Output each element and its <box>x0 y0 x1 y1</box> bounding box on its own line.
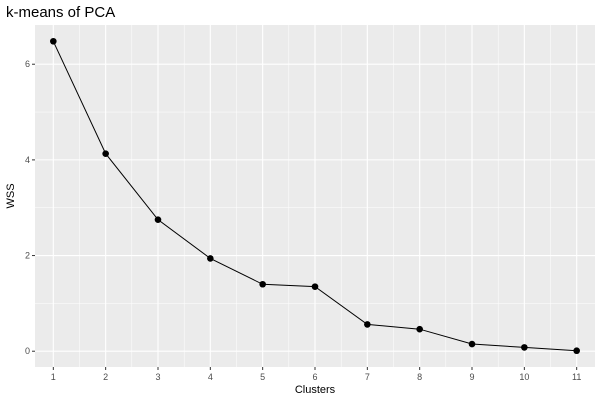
data-point <box>207 255 214 262</box>
data-point <box>468 340 476 348</box>
chart-title: k-means of PCA <box>6 4 115 21</box>
x-tick-label: 6 <box>312 372 317 382</box>
data-points <box>50 37 580 355</box>
x-axis-title: Clusters <box>295 384 336 396</box>
x-tick-label: 5 <box>260 372 265 382</box>
x-tick-label: 10 <box>519 372 529 382</box>
data-point <box>154 216 162 223</box>
data-point <box>102 150 109 157</box>
major-gridlines <box>35 25 595 367</box>
data-point <box>416 325 423 333</box>
data-point <box>259 280 266 288</box>
x-tick-label: 2 <box>103 372 108 382</box>
x-tick-label: 1 <box>51 372 56 382</box>
axis-ticks <box>32 63 578 370</box>
x-tick-label: 3 <box>155 372 160 382</box>
x-tick-labels: 1 2 3 4 5 6 7 8 9 10 11 <box>51 372 582 382</box>
data-point <box>573 347 580 355</box>
y-tick-labels: 0 2 4 6 <box>25 59 30 356</box>
x-tick-label: 11 <box>572 372 581 382</box>
y-tick-label: 4 <box>25 155 30 165</box>
data-point <box>311 283 319 290</box>
y-axis-title: WSS <box>5 183 17 208</box>
x-tick-label: 9 <box>470 372 475 382</box>
y-tick-label: 2 <box>25 251 30 261</box>
y-tick-label: 0 <box>25 346 30 356</box>
data-point <box>364 321 371 328</box>
x-tick-label: 7 <box>365 372 370 382</box>
x-tick-label: 8 <box>417 372 422 382</box>
x-tick-label: 4 <box>208 372 213 382</box>
data-point <box>521 344 528 351</box>
y-tick-label: 6 <box>25 59 30 69</box>
data-point <box>50 37 57 45</box>
